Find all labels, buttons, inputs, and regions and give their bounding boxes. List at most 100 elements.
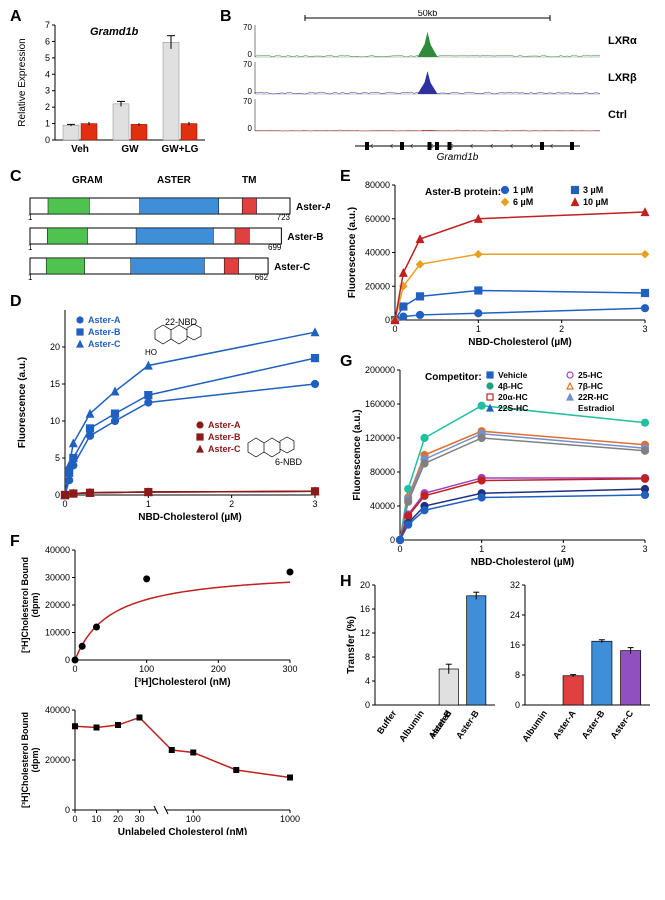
svg-text:3: 3: [642, 544, 647, 554]
svg-text:2: 2: [559, 324, 564, 334]
svg-text:300: 300: [282, 664, 297, 674]
svg-text:16: 16: [360, 604, 370, 614]
svg-text:24: 24: [510, 610, 520, 620]
svg-text:70: 70: [243, 23, 252, 32]
svg-text:80000: 80000: [365, 180, 390, 190]
panel-a: A 01234567Relative ExpressionGramd1bVehG…: [10, 10, 210, 160]
svg-text:70: 70: [243, 97, 252, 106]
svg-text:6-NBD: 6-NBD: [275, 457, 303, 467]
svg-text:2: 2: [45, 102, 50, 112]
svg-text:Gramd1b: Gramd1b: [437, 152, 479, 163]
svg-text:3: 3: [45, 86, 50, 96]
svg-text:GW+LG: GW+LG: [162, 144, 199, 155]
svg-text:1: 1: [45, 119, 50, 129]
panel-d-chart: 012305101520NBD-Cholesterol (µM)Fluoresc…: [10, 295, 330, 530]
svg-text:0: 0: [65, 805, 70, 815]
panel-g: G 012304000080000120000160000200000NBD-C…: [340, 355, 655, 570]
svg-text:40000: 40000: [45, 545, 70, 555]
svg-text:0: 0: [248, 87, 253, 96]
panel-b-label: B: [220, 8, 232, 26]
svg-text:1: 1: [28, 273, 33, 282]
svg-text:4β-HC: 4β-HC: [498, 381, 523, 391]
svg-text:Fluorescence (a.u.): Fluorescence (a.u.): [17, 357, 28, 448]
svg-text:HO: HO: [145, 348, 157, 357]
svg-text:0: 0: [392, 324, 397, 334]
svg-text:200: 200: [211, 664, 226, 674]
svg-text:1 µM: 1 µM: [513, 185, 533, 195]
svg-text:20000: 20000: [45, 600, 70, 610]
svg-text:4: 4: [45, 69, 50, 79]
svg-text:TM: TM: [242, 175, 256, 186]
svg-text:0: 0: [62, 499, 67, 509]
svg-text:1: 1: [146, 499, 151, 509]
svg-text:200000: 200000: [365, 365, 395, 375]
svg-text:3 µM: 3 µM: [583, 185, 603, 195]
svg-text:1: 1: [476, 324, 481, 334]
svg-text:1000: 1000: [280, 814, 300, 824]
svg-text:8: 8: [515, 670, 520, 680]
svg-text:120000: 120000: [365, 433, 395, 443]
svg-text:[³H]Cholesterol Bound: [³H]Cholesterol Bound: [20, 712, 30, 808]
svg-text:[³H]Cholesterol Bound: [³H]Cholesterol Bound: [20, 557, 30, 653]
svg-text:Aster-A: Aster-A: [208, 420, 241, 430]
svg-text:100: 100: [139, 664, 154, 674]
svg-text:ASTER: ASTER: [157, 175, 192, 186]
svg-text:40000: 40000: [45, 705, 70, 715]
svg-text:Aster-B: Aster-B: [88, 327, 121, 337]
svg-text:Aster-C: Aster-C: [608, 708, 635, 741]
svg-text:Buffer: Buffer: [375, 708, 399, 736]
figure-grid: A 01234567Relative ExpressionGramd1bVehG…: [10, 10, 655, 890]
panel-c: C GRAMASTERTM1723Aster-A1699Aster-B1662A…: [10, 170, 330, 290]
svg-text:Aster-B: Aster-B: [580, 708, 607, 741]
svg-text:Gramd1b: Gramd1b: [90, 26, 139, 38]
svg-text:3: 3: [642, 324, 647, 334]
svg-text:22S-HC: 22S-HC: [498, 403, 528, 413]
svg-text:5: 5: [45, 53, 50, 63]
svg-text:Aster-C: Aster-C: [208, 444, 241, 454]
svg-text:Unlabeled Cholesterol (nM): Unlabeled Cholesterol (nM): [118, 827, 247, 835]
svg-text:160000: 160000: [365, 399, 395, 409]
svg-text:Aster-A: Aster-A: [88, 315, 121, 325]
svg-text:20000: 20000: [45, 755, 70, 765]
svg-text:70: 70: [243, 60, 252, 69]
svg-text:Veh: Veh: [71, 144, 89, 155]
svg-text:12: 12: [360, 628, 370, 638]
panel-f-label: F: [10, 533, 20, 551]
svg-text:NBD-Cholesterol (µM): NBD-Cholesterol (µM): [138, 512, 242, 523]
svg-text:Vehicle: Vehicle: [498, 370, 528, 380]
svg-text:Aster-B: Aster-B: [287, 232, 323, 243]
svg-text:20: 20: [113, 814, 123, 824]
svg-text:Aster-B: Aster-B: [427, 708, 454, 741]
svg-text:25-HC: 25-HC: [578, 370, 603, 380]
svg-text:0: 0: [45, 135, 50, 145]
svg-text:10: 10: [50, 416, 60, 426]
svg-text:16: 16: [510, 640, 520, 650]
svg-text:10: 10: [91, 814, 101, 824]
svg-text:Aster-B protein:: Aster-B protein:: [425, 187, 501, 198]
panel-b-tracks: 50kb070LXRα070LXRβ070CtrlGramd1b: [220, 10, 650, 165]
svg-text:20: 20: [50, 342, 60, 352]
svg-text:Albumin: Albumin: [397, 708, 426, 743]
svg-text:LXRα: LXRα: [608, 35, 637, 47]
panel-h-chart: 048121620BufferAlbuminHeatedAster-BAster…: [340, 575, 655, 775]
svg-text:7β-HC: 7β-HC: [578, 381, 603, 391]
svg-text:(dpm): (dpm): [30, 593, 40, 618]
svg-text:699: 699: [268, 243, 282, 252]
svg-text:100: 100: [186, 814, 201, 824]
svg-text:22-NBD: 22-NBD: [165, 317, 198, 327]
svg-text:30: 30: [134, 814, 144, 824]
svg-text:7: 7: [45, 20, 50, 30]
svg-text:6 µM: 6 µM: [513, 197, 533, 207]
svg-text:Aster-A: Aster-A: [296, 202, 330, 213]
panel-g-chart: 012304000080000120000160000200000NBD-Cho…: [340, 355, 655, 570]
svg-text:0: 0: [397, 544, 402, 554]
svg-text:Albumin: Albumin: [520, 708, 549, 743]
panel-e: E 0123020000400006000080000NBD-Cholester…: [340, 170, 655, 350]
svg-text:1: 1: [28, 213, 33, 222]
svg-text:0: 0: [248, 50, 253, 59]
svg-text:40000: 40000: [365, 248, 390, 258]
svg-text:0: 0: [248, 124, 253, 133]
svg-text:Estradiol: Estradiol: [578, 403, 614, 413]
svg-text:80000: 80000: [370, 467, 395, 477]
svg-text:723: 723: [277, 213, 291, 222]
